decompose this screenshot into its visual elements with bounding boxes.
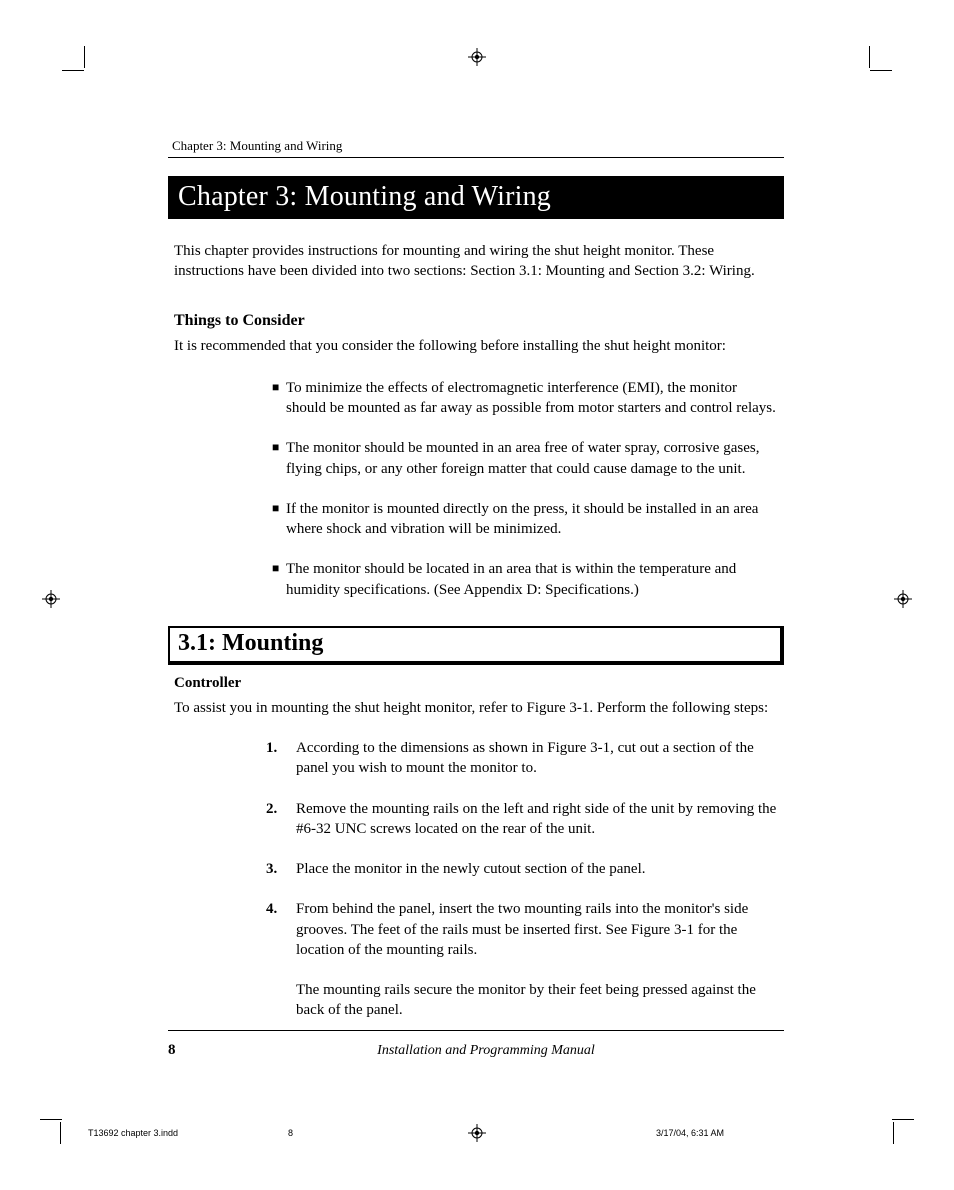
crop-mark	[60, 1122, 61, 1144]
step-number: 4.	[266, 899, 296, 960]
page-content: Chapter 3: Mounting and Wiring Chapter 3…	[168, 138, 784, 1021]
step-item: 2.Remove the mounting rails on the left …	[266, 799, 778, 840]
things-heading: Things to Consider	[168, 312, 784, 330]
controller-intro: To assist you in mounting the shut heigh…	[168, 698, 784, 718]
things-intro: It is recommended that you consider the …	[168, 336, 784, 356]
page-footer: 8 Installation and Programming Manual	[168, 1042, 784, 1059]
bullet-item: ■If the monitor is mounted directly on t…	[272, 499, 778, 540]
bullet-item: ■The monitor should be located in an are…	[272, 559, 778, 600]
crop-mark	[62, 70, 84, 71]
footer-rule	[168, 1030, 784, 1031]
step-extra-text: The mounting rails secure the monitor by…	[296, 980, 784, 1021]
step-number: 3.	[266, 859, 296, 879]
registration-mark-icon	[42, 590, 60, 608]
registration-mark-icon	[468, 48, 486, 66]
step-item: 4.From behind the panel, insert the two …	[266, 899, 778, 960]
page-number: 8	[168, 1042, 188, 1059]
step-text: From behind the panel, insert the two mo…	[296, 899, 778, 960]
registration-mark-icon	[894, 590, 912, 608]
slug-page: 8	[288, 1128, 568, 1138]
bullet-text: To minimize the effects of electromagnet…	[286, 378, 778, 419]
crop-mark	[869, 46, 870, 68]
bullet-text: The monitor should be mounted in an area…	[286, 438, 778, 479]
footer-title: Installation and Programming Manual	[188, 1043, 784, 1059]
bullet-item: ■The monitor should be mounted in an are…	[272, 438, 778, 479]
section-title-box: 3.1: Mounting	[168, 626, 784, 665]
controller-heading: Controller	[168, 675, 784, 692]
section-title: 3.1: Mounting	[178, 630, 323, 656]
step-list: 1.According to the dimensions as shown i…	[168, 738, 784, 960]
bullet-item: ■To minimize the effects of electromagne…	[272, 378, 778, 419]
running-head: Chapter 3: Mounting and Wiring	[168, 138, 784, 158]
slug-line: T13692 chapter 3.indd 8 3/17/04, 6:31 AM	[88, 1128, 866, 1138]
step-number: 2.	[266, 799, 296, 840]
slug-file: T13692 chapter 3.indd	[88, 1128, 288, 1138]
intro-paragraph: This chapter provides instructions for m…	[168, 241, 784, 282]
step-text: Place the monitor in the newly cutout se…	[296, 859, 778, 879]
step-text: Remove the mounting rails on the left an…	[296, 799, 778, 840]
bullet-square-icon: ■	[272, 559, 286, 600]
slug-date: 3/17/04, 6:31 AM	[568, 1128, 866, 1138]
step-item: 3.Place the monitor in the newly cutout …	[266, 859, 778, 879]
step-item: 1.According to the dimensions as shown i…	[266, 738, 778, 779]
crop-mark	[893, 1122, 894, 1144]
bullet-text: If the monitor is mounted directly on th…	[286, 499, 778, 540]
crop-mark	[40, 1119, 62, 1120]
crop-mark	[84, 46, 85, 68]
crop-mark	[892, 1119, 914, 1120]
bullet-list: ■To minimize the effects of electromagne…	[168, 378, 784, 600]
bullet-square-icon: ■	[272, 499, 286, 540]
bullet-square-icon: ■	[272, 438, 286, 479]
step-text: According to the dimensions as shown in …	[296, 738, 778, 779]
bullet-square-icon: ■	[272, 378, 286, 419]
bullet-text: The monitor should be located in an area…	[286, 559, 778, 600]
chapter-title: Chapter 3: Mounting and Wiring	[168, 176, 784, 219]
crop-mark	[870, 70, 892, 71]
step-number: 1.	[266, 738, 296, 779]
